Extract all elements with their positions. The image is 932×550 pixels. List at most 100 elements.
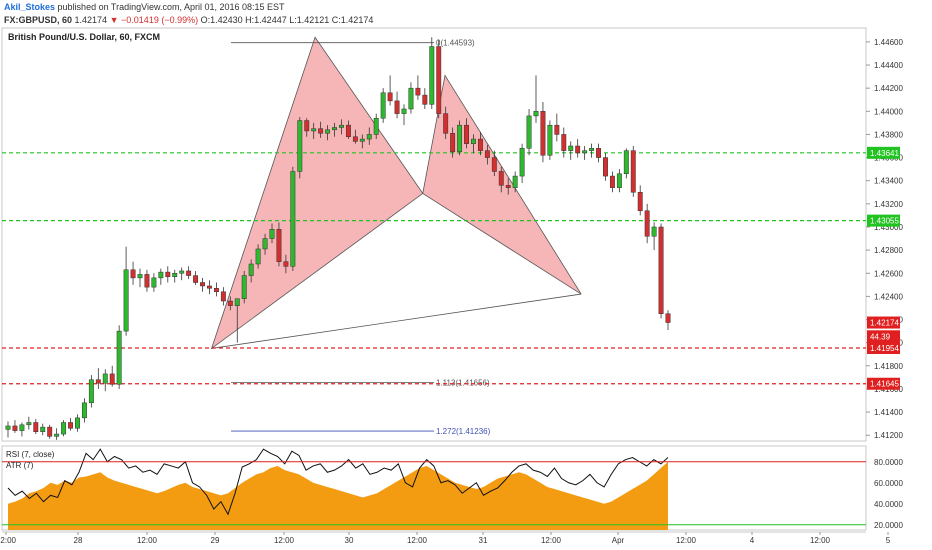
- level-price-label: 1.41954: [870, 344, 899, 353]
- rsi-line-series: [7, 448, 669, 516]
- price-axis-label: 1.41400: [874, 408, 903, 417]
- time-axis-label: 4: [750, 536, 755, 545]
- candle-body: [283, 261, 289, 267]
- candle-body: [151, 277, 157, 288]
- candle-body: [144, 274, 150, 288]
- candle-body: [81, 402, 87, 419]
- candle-body: [596, 148, 601, 158]
- candle-body: [665, 313, 671, 323]
- publish-info: Akil_Stokes published on TradingView.com…: [4, 2, 285, 13]
- pattern-xd-line: [211, 293, 582, 349]
- time-axis-label: 12:00: [407, 536, 428, 545]
- time-axis-label: 28: [74, 536, 83, 545]
- price-axis-label: 1.43800: [874, 130, 903, 139]
- time-axis-label: Apr: [612, 536, 625, 545]
- atr-legend-label: ATR (7): [6, 461, 34, 470]
- time-axis-label: 12:00: [810, 536, 831, 545]
- candle-body: [526, 115, 532, 149]
- candle-body: [269, 229, 275, 239]
- high-value: H:1.42447: [245, 15, 287, 25]
- candle-body: [505, 185, 511, 188]
- candle-body: [616, 173, 622, 188]
- candle-body: [380, 92, 386, 119]
- author-link[interactable]: Akil_Stokes: [4, 2, 56, 12]
- current-price-tag: [867, 330, 900, 343]
- candle-body: [540, 111, 546, 156]
- candle-body: [248, 263, 254, 276]
- candle-body: [158, 271, 164, 279]
- candle-body: [54, 433, 60, 437]
- rsi-axis-label: 60.0000: [874, 479, 903, 488]
- candle-body: [234, 298, 240, 306]
- candle-body: [575, 145, 581, 154]
- price-axis-label: 1.42600: [874, 269, 903, 278]
- candle-body: [290, 171, 296, 267]
- candle-body: [130, 269, 136, 279]
- candle-body: [318, 128, 324, 134]
- candle-body: [172, 273, 178, 277]
- price-axis-label: 1.42400: [874, 292, 903, 301]
- candle-body: [220, 291, 226, 302]
- fib-level-label: 0(1.44593): [436, 39, 475, 48]
- candle-body: [491, 157, 497, 172]
- candle-body: [227, 300, 233, 306]
- candle-body: [589, 148, 595, 151]
- candle-body: [415, 87, 421, 96]
- time-axis-label: 12:00: [541, 536, 562, 545]
- candle-body: [186, 270, 192, 276]
- candle-body: [533, 111, 539, 117]
- candle-body: [609, 175, 615, 188]
- candle-body: [568, 145, 574, 151]
- current-price-label: 44.39: [870, 332, 891, 341]
- candle-body: [352, 136, 358, 142]
- atr-area-series: [8, 461, 668, 530]
- candle-body: [276, 229, 282, 262]
- candle-body: [471, 138, 476, 144]
- price-pane-frame: [1, 27, 867, 442]
- candle-body: [5, 425, 11, 430]
- candle-body: [547, 124, 553, 156]
- time-axis-label: 29: [211, 536, 220, 545]
- candle-body: [255, 248, 261, 265]
- level-price-tag: [867, 377, 900, 390]
- candle-body: [561, 134, 567, 151]
- candle-body: [637, 192, 643, 212]
- candle-body: [213, 288, 219, 293]
- candle-body: [603, 157, 608, 177]
- fib-level-label: 1.113(1.41656): [436, 378, 490, 387]
- candle-body: [75, 417, 80, 429]
- candle-body: [207, 285, 212, 289]
- candle-body: [373, 117, 379, 135]
- candle-body: [582, 150, 588, 154]
- candle-body: [630, 150, 636, 193]
- candle-body: [644, 210, 650, 237]
- price-axis-label: 1.43200: [874, 200, 903, 209]
- candle-body: [26, 422, 32, 426]
- down-arrow-icon: ▼: [109, 15, 119, 25]
- candle-body: [554, 124, 560, 135]
- candle-body: [165, 271, 171, 277]
- price-axis-label: 1.41800: [874, 362, 903, 371]
- close-value: C:1.42174: [331, 15, 374, 25]
- ohlc-readout: FX:GBPUSD, 60 1.42174 ▼ −0.01419 (−0.99%…: [4, 15, 373, 26]
- level-price-label: 1.43641: [870, 149, 899, 158]
- candle-body: [88, 379, 94, 404]
- price-axis-label: 1.44400: [874, 61, 903, 70]
- last-price: 1.42174: [74, 15, 108, 25]
- rsi-axis-label: 20.0000: [874, 521, 903, 530]
- candle-body: [345, 124, 351, 137]
- candle-body: [498, 171, 504, 186]
- candle-body: [102, 373, 108, 384]
- candle-body: [179, 270, 185, 274]
- price-axis-label: 1.42800: [874, 246, 903, 255]
- candle-body: [450, 133, 456, 153]
- candle-body: [359, 138, 365, 142]
- candle-body: [47, 426, 53, 437]
- level-price-label: 1.43055: [870, 217, 899, 226]
- candle-body: [325, 129, 331, 134]
- candle-body: [297, 120, 303, 172]
- candle-body: [422, 94, 428, 105]
- candle-body: [123, 269, 129, 332]
- candle-body: [12, 425, 18, 431]
